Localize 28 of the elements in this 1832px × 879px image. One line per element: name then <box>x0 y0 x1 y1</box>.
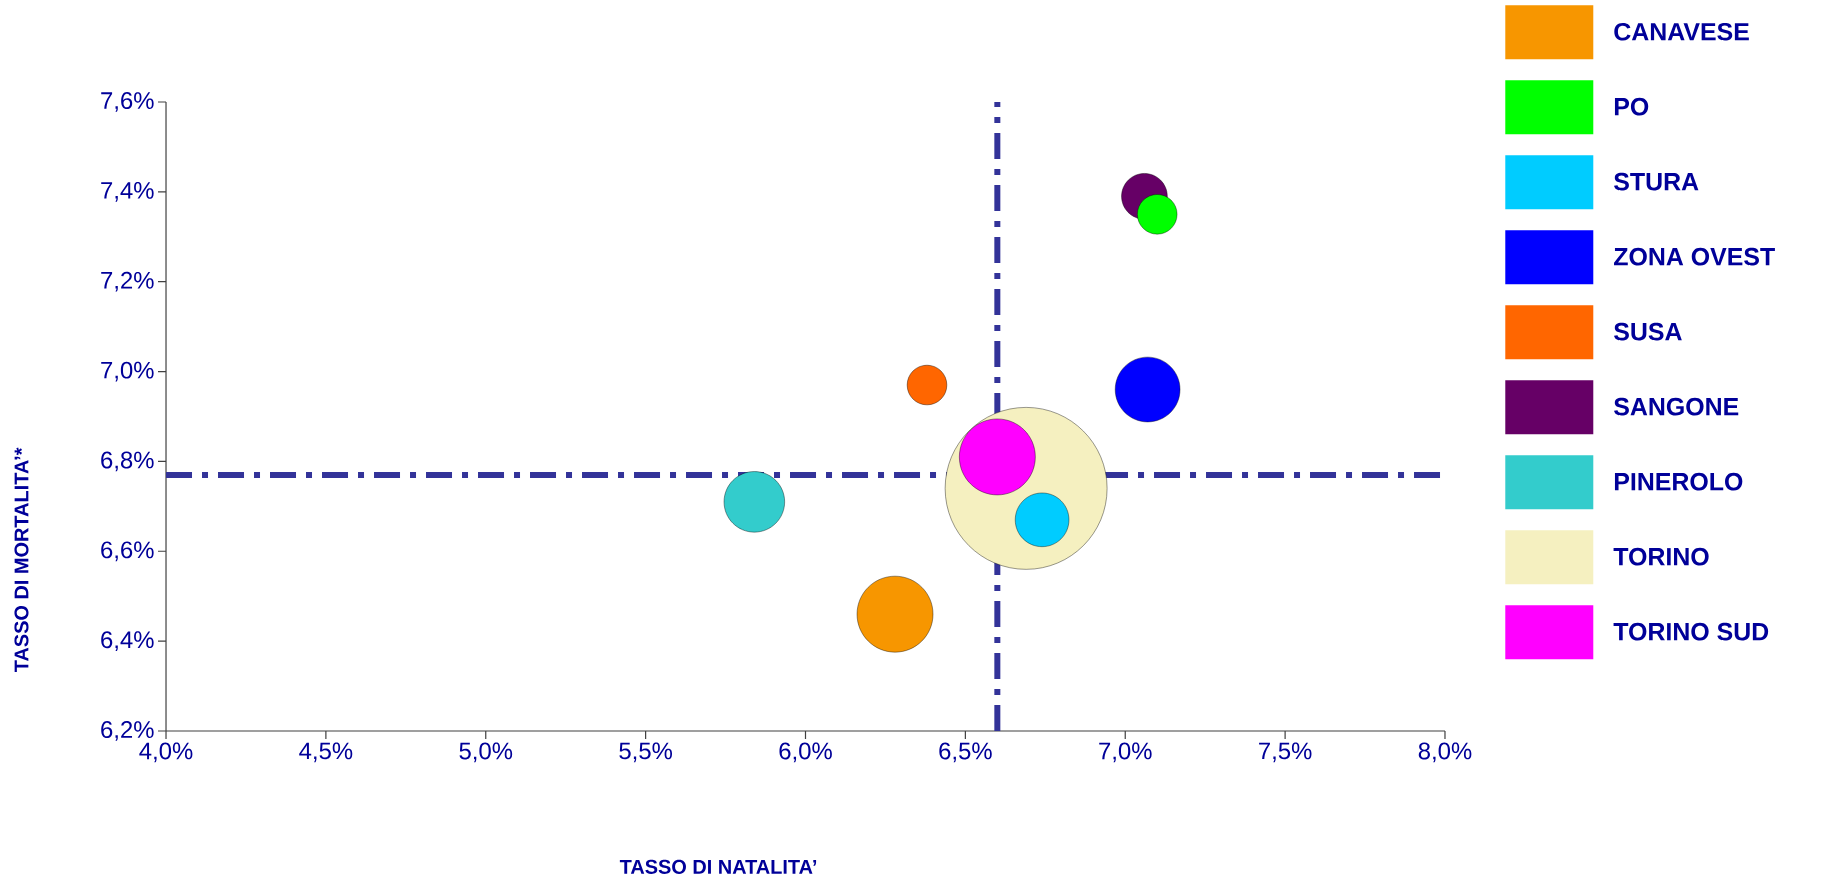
y-tick-label: 6,4% <box>101 631 154 652</box>
x-tick-label: 6,0% <box>779 742 832 763</box>
x-tick-label: 8,0% <box>1418 742 1472 763</box>
x-tick-label: 4,0% <box>139 742 193 763</box>
x-tick-label: 4,5% <box>299 742 353 763</box>
y-axis-title: TASSO DI MORTALITA’* <box>14 447 29 673</box>
x-tick-label: 5,5% <box>619 742 673 763</box>
y-tick-label: 7,4% <box>101 182 154 202</box>
legend-label: ZONA OVEST <box>1614 247 1775 266</box>
y-tick-label: 6,2% <box>101 721 154 741</box>
x-tick-label: 7,5% <box>1259 742 1312 763</box>
legend-label: CANAVESE <box>1614 22 1749 41</box>
y-tick-label: 7,6% <box>101 92 154 112</box>
legend-label: TORINO <box>1613 547 1709 566</box>
y-tick-label: 6,8% <box>101 451 154 472</box>
legend-label: SANGONE <box>1614 397 1739 416</box>
legend-label: SUSA <box>1614 322 1682 341</box>
legend-label: PINEROLO <box>1614 472 1743 491</box>
y-tick-label: 7,0% <box>101 361 154 382</box>
legend-label: PO <box>1614 97 1649 116</box>
y-tick-label: 7,2% <box>101 271 154 292</box>
x-axis-title: TASSO DI NATALITA’ <box>619 859 817 874</box>
y-tick-label: 6,6% <box>101 541 154 562</box>
legend-label: STURA <box>1614 172 1699 191</box>
x-tick-label: 7,0% <box>1099 742 1152 763</box>
legend-label: TORINO SUD <box>1613 622 1769 641</box>
x-tick-label: 6,5% <box>939 742 992 763</box>
x-tick-label: 5,0% <box>459 742 513 763</box>
